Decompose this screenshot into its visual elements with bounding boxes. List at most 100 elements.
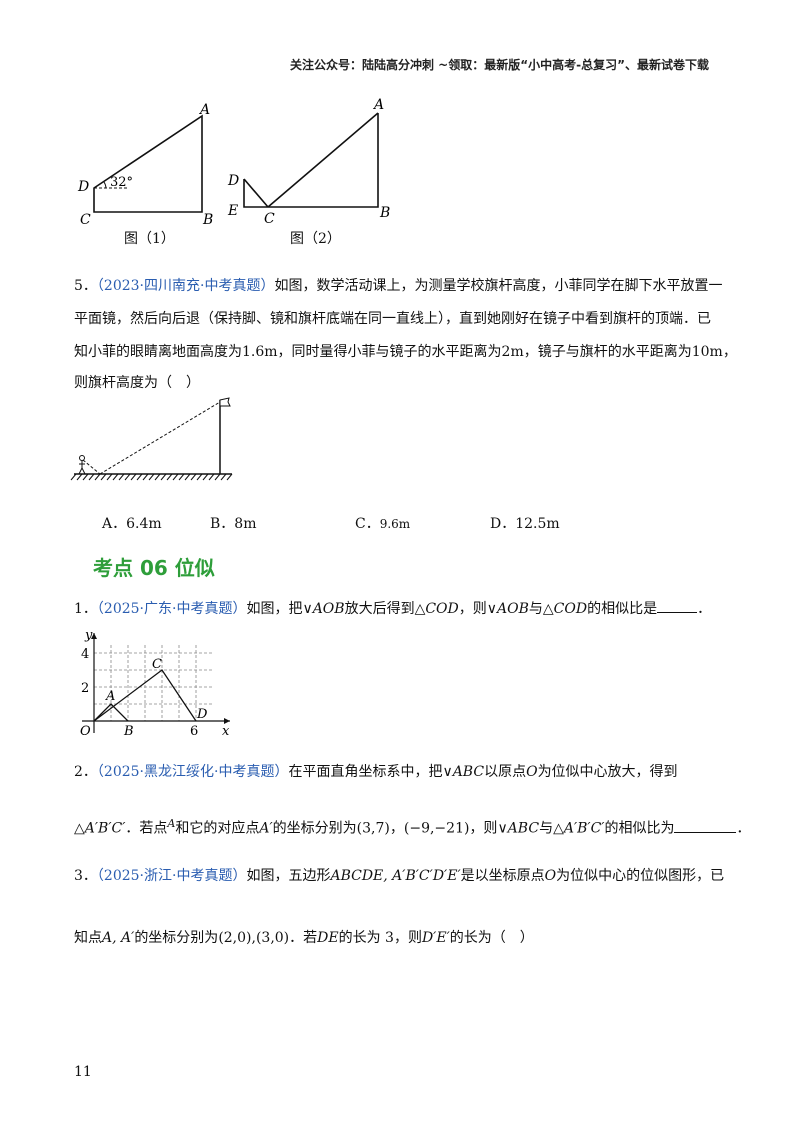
s3-text-l2-1: 知点 bbox=[74, 930, 102, 946]
s1-number: 1． bbox=[74, 601, 97, 617]
s3-text-2: 是以坐标原点 bbox=[460, 868, 545, 884]
fig1-label-b: B bbox=[202, 212, 213, 228]
s1-text-2: 放大后得到 bbox=[344, 601, 415, 617]
sight-line-to-mirror bbox=[82, 459, 101, 475]
q5-line-2: 平面镜，然后向后退（保持脚、镜和旗杆底端在同一直线上），直到她刚好在镜子中看到旗… bbox=[74, 311, 711, 327]
s1-math-3: ∨AOB bbox=[486, 601, 529, 617]
point-b-label: B bbox=[123, 724, 134, 739]
option-c-letter: C． bbox=[355, 516, 380, 532]
s3-text-l2-5: 的长为（ ） bbox=[449, 930, 534, 946]
option-c[interactable]: C．9.6m bbox=[355, 513, 410, 533]
s2-text-l2-6: 与 bbox=[539, 820, 554, 837]
q5-source: （2023·四川南充·中考真题） bbox=[96, 278, 275, 294]
x-axis-label: x bbox=[222, 724, 230, 739]
y-axis-label: y bbox=[84, 628, 93, 643]
person-icon bbox=[78, 455, 86, 475]
s2-line-1: 2．（2025·黑龙江绥化·中考真题）在平面直角坐标系中，把∨ABC以原点O为位… bbox=[74, 762, 678, 782]
origin-label: O bbox=[80, 724, 91, 739]
q5-number: 5． bbox=[74, 278, 97, 294]
s2-text-l2-4: ， bbox=[389, 820, 404, 837]
s2-text-2: 以原点 bbox=[484, 764, 527, 780]
q5-value-pole-dist: 10m bbox=[691, 344, 723, 360]
q5-value-eye-height: 1.6m bbox=[242, 344, 278, 360]
s2-math-1: ∨ABC bbox=[442, 764, 485, 780]
s1-text-4: 与 bbox=[528, 601, 543, 617]
answer-blank-2[interactable] bbox=[674, 818, 737, 833]
x-axis-arrow-icon bbox=[224, 718, 230, 724]
s2-math-2: O bbox=[526, 764, 538, 780]
coordinate-graph: y x O 4 2 6 A B C D bbox=[80, 628, 230, 739]
s3-text-l2-3: ．若 bbox=[289, 930, 318, 946]
sight-line-to-flag bbox=[99, 401, 221, 475]
s2-math-l2-1: △A′B′C′ bbox=[74, 820, 126, 837]
s1-text-3: ，则 bbox=[458, 601, 487, 617]
fig2-label-b: B bbox=[379, 205, 390, 221]
option-a[interactable]: A．6.4m bbox=[102, 513, 162, 533]
fig1-label-c: C bbox=[80, 212, 91, 228]
fig2-label-c: C bbox=[264, 211, 275, 227]
q5-line-3: 知小菲的眼睛离地面高度为1.6m，同时量得小菲与镜子的水平距离为2m，镜子与旗杆… bbox=[74, 342, 737, 362]
point-a-label: A bbox=[105, 689, 115, 704]
q5-line-1: 5．（2023·四川南充·中考真题）如图，数学活动课上，为测量学校旗杆高度，小菲… bbox=[74, 276, 722, 296]
s3-line-2: 知点A, A′的坐标分别为(2,0),(3,0)．若DE的长为 3，则D′E′的… bbox=[74, 928, 534, 948]
s1-text-5: 的相似比是 bbox=[587, 601, 658, 617]
ground-hatching bbox=[70, 473, 233, 481]
q5-text-3c: ，镜子与旗杆的水平距离为 bbox=[523, 344, 692, 360]
s2-math-l2-6: ∨ABC bbox=[497, 820, 540, 837]
fig1-quadrilateral bbox=[93, 114, 203, 213]
y-tick-2: 2 bbox=[81, 681, 89, 696]
option-b-letter: B． bbox=[210, 516, 235, 532]
figure-1: A B C D 32° bbox=[77, 102, 213, 228]
q5-text-1: 如图，数学活动课上，为测量学校旗杆高度，小菲同学在脚下水平放置一 bbox=[274, 278, 723, 294]
option-d-letter: D． bbox=[490, 516, 516, 532]
s3-math-l2-3: DE bbox=[317, 930, 339, 946]
fig2-label-d: D bbox=[227, 173, 239, 189]
fig2-line-dc bbox=[243, 178, 269, 208]
fig2-outline bbox=[243, 113, 379, 208]
point-c-label: C bbox=[152, 657, 162, 672]
fig2-caption: 图（2） bbox=[290, 231, 341, 247]
q5-line-4: 则旗杆高度为（ ） bbox=[74, 375, 200, 391]
option-b-value: 8m bbox=[234, 516, 257, 532]
y-tick-4: 4 bbox=[81, 647, 89, 662]
y-axis-arrow-icon bbox=[91, 633, 97, 639]
triangle-cod bbox=[93, 669, 197, 722]
s3-math-2: O bbox=[544, 868, 557, 884]
s2-text-1: 在平面直角坐标系中，把 bbox=[288, 764, 443, 780]
fig1-label-d: D bbox=[77, 179, 89, 195]
flagpole-figure bbox=[70, 397, 233, 481]
s3-math-l2-1: A, A′ bbox=[102, 930, 135, 946]
s3-text-l2-4: 的长为 3，则 bbox=[338, 930, 422, 946]
fig2-label-e: E bbox=[227, 203, 238, 219]
fig1-caption: 图（1） bbox=[124, 231, 175, 247]
grid-lines bbox=[94, 645, 212, 721]
s1-text-6: ． bbox=[697, 601, 712, 617]
s2-text-3: 为位似中心放大，得到 bbox=[537, 764, 678, 780]
s1-source: （2025·广东·中考真题） bbox=[96, 601, 247, 617]
option-d[interactable]: D．12.5m bbox=[490, 513, 560, 533]
figure-2: A B C D E bbox=[227, 97, 390, 227]
fig2-label-a: A bbox=[372, 97, 384, 113]
q5-text-3d: ， bbox=[722, 344, 737, 360]
s2-line-2: △A′B′C′．若点A和它的对应点A′的坐标分别为(3,7)，(−9,−21)，… bbox=[74, 814, 750, 839]
fig1-angle-arc bbox=[103, 181, 107, 189]
x-tick-6: 6 bbox=[190, 724, 198, 739]
page-header: 关注公众号：陆陆高分冲刺 ~领取：最新版“小中高考-总复习”、最新试卷下载 bbox=[290, 58, 709, 72]
option-a-value: 6.4m bbox=[126, 516, 162, 532]
s3-math-l2-2: (2,0),(3,0) bbox=[218, 930, 290, 946]
s2-text-l2-3: 的坐标分别为 bbox=[272, 820, 357, 837]
option-c-value: 9.6m bbox=[379, 517, 411, 531]
s3-math-l2-4: D′E′ bbox=[421, 930, 450, 946]
fig1-label-a: A bbox=[198, 102, 210, 118]
s2-math-l2-3: A′ bbox=[259, 820, 273, 837]
s2-text-l2-7: 的相似比为 bbox=[604, 820, 675, 837]
option-b[interactable]: B．8m bbox=[210, 513, 256, 533]
option-a-letter: A． bbox=[102, 516, 127, 532]
s2-math-l2-2: A bbox=[167, 817, 176, 830]
answer-blank-1[interactable] bbox=[657, 598, 698, 613]
s2-text-l2-5: ，则 bbox=[469, 820, 498, 837]
s1-text-1: 如图，把 bbox=[246, 601, 303, 617]
s2-math-l2-7: △A′B′C′ bbox=[553, 820, 605, 837]
s2-text-l2-8: ． bbox=[736, 820, 751, 837]
s2-text-l2-2: 和它的对应点 bbox=[175, 820, 260, 837]
